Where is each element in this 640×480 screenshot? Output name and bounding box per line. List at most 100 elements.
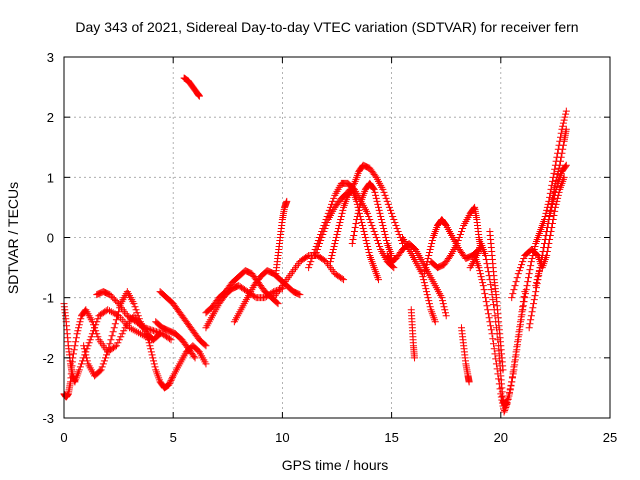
data-point xyxy=(364,243,372,251)
data-point xyxy=(77,315,85,323)
data-point xyxy=(353,215,361,223)
y-tick-label: -2 xyxy=(42,351,54,366)
data-point xyxy=(152,328,160,336)
data-point xyxy=(117,333,125,341)
data-point xyxy=(108,332,116,340)
data-point xyxy=(551,191,559,199)
data-point xyxy=(364,246,372,254)
data-point xyxy=(367,218,375,226)
data-point xyxy=(508,378,516,386)
data-point xyxy=(510,363,518,371)
data-point xyxy=(425,249,433,257)
data-point xyxy=(139,323,147,331)
data-point xyxy=(501,405,509,413)
data-point xyxy=(482,256,490,264)
data-point xyxy=(348,240,356,248)
data-point xyxy=(531,243,539,251)
y-tick-label: -3 xyxy=(42,411,54,426)
data-point xyxy=(145,339,153,347)
data-point xyxy=(132,306,140,314)
data-point xyxy=(519,306,527,314)
data-point xyxy=(457,227,465,235)
data-point xyxy=(390,215,398,223)
data-point xyxy=(509,290,517,298)
data-point xyxy=(76,363,84,371)
data-point xyxy=(546,212,554,220)
data-point xyxy=(316,240,324,248)
data-point xyxy=(165,381,173,389)
data-point xyxy=(524,274,532,282)
x-tick-label: 10 xyxy=(275,430,289,445)
data-point xyxy=(332,237,340,245)
data-point xyxy=(487,322,495,330)
data-point xyxy=(369,224,377,232)
data-point xyxy=(107,308,115,316)
data-point xyxy=(445,253,453,261)
data-point xyxy=(369,184,377,192)
data-point xyxy=(118,330,126,338)
data-point xyxy=(559,145,567,153)
data-point xyxy=(150,360,158,368)
data-point xyxy=(376,209,384,217)
data-point xyxy=(149,354,157,362)
data-point xyxy=(364,209,372,217)
data-point xyxy=(505,392,513,400)
data-point xyxy=(431,318,439,326)
data-point xyxy=(167,336,175,344)
data-point xyxy=(562,107,570,115)
data-point xyxy=(503,399,511,407)
data-point xyxy=(69,354,77,362)
data-point xyxy=(114,312,122,320)
data-point xyxy=(113,298,121,306)
series-track-ab xyxy=(519,107,570,314)
data-point xyxy=(195,92,203,100)
data-point xyxy=(168,375,176,383)
data-point xyxy=(150,327,158,335)
data-point xyxy=(527,316,535,324)
data-point xyxy=(75,366,83,374)
data-point xyxy=(155,329,163,337)
data-point xyxy=(91,324,99,332)
data-point xyxy=(97,366,105,374)
data-point xyxy=(305,264,313,272)
data-point xyxy=(349,236,357,244)
data-point xyxy=(373,237,381,245)
data-point xyxy=(420,279,428,287)
data-point xyxy=(337,215,345,223)
data-point xyxy=(373,197,381,205)
data-point xyxy=(516,264,524,272)
data-point xyxy=(92,327,100,335)
data-point xyxy=(144,325,152,333)
data-point xyxy=(493,365,501,373)
data-point xyxy=(476,270,484,278)
data-point xyxy=(85,339,93,347)
data-point xyxy=(312,249,320,257)
data-point xyxy=(427,243,435,251)
series-track-p xyxy=(326,185,382,284)
data-point xyxy=(111,320,119,328)
data-point xyxy=(519,258,527,266)
data-point xyxy=(439,300,447,308)
data-point xyxy=(377,215,385,223)
x-tick-label: 15 xyxy=(384,430,398,445)
series-track-ad xyxy=(532,161,570,290)
data-point xyxy=(512,278,520,286)
data-point xyxy=(374,203,382,211)
data-point xyxy=(70,346,78,354)
data-point xyxy=(334,224,342,232)
data-point xyxy=(499,366,507,374)
x-tick-label: 5 xyxy=(170,430,177,445)
data-point xyxy=(323,218,331,226)
data-point xyxy=(531,292,539,300)
data-point xyxy=(491,350,499,358)
data-point xyxy=(317,237,325,245)
data-point xyxy=(339,206,347,214)
data-point xyxy=(366,215,374,223)
data-point xyxy=(465,378,473,386)
data-point xyxy=(362,237,370,245)
data-point xyxy=(133,328,141,336)
data-point xyxy=(370,185,378,193)
data-point xyxy=(76,318,84,326)
data-point xyxy=(131,327,139,335)
data-point xyxy=(390,264,398,272)
